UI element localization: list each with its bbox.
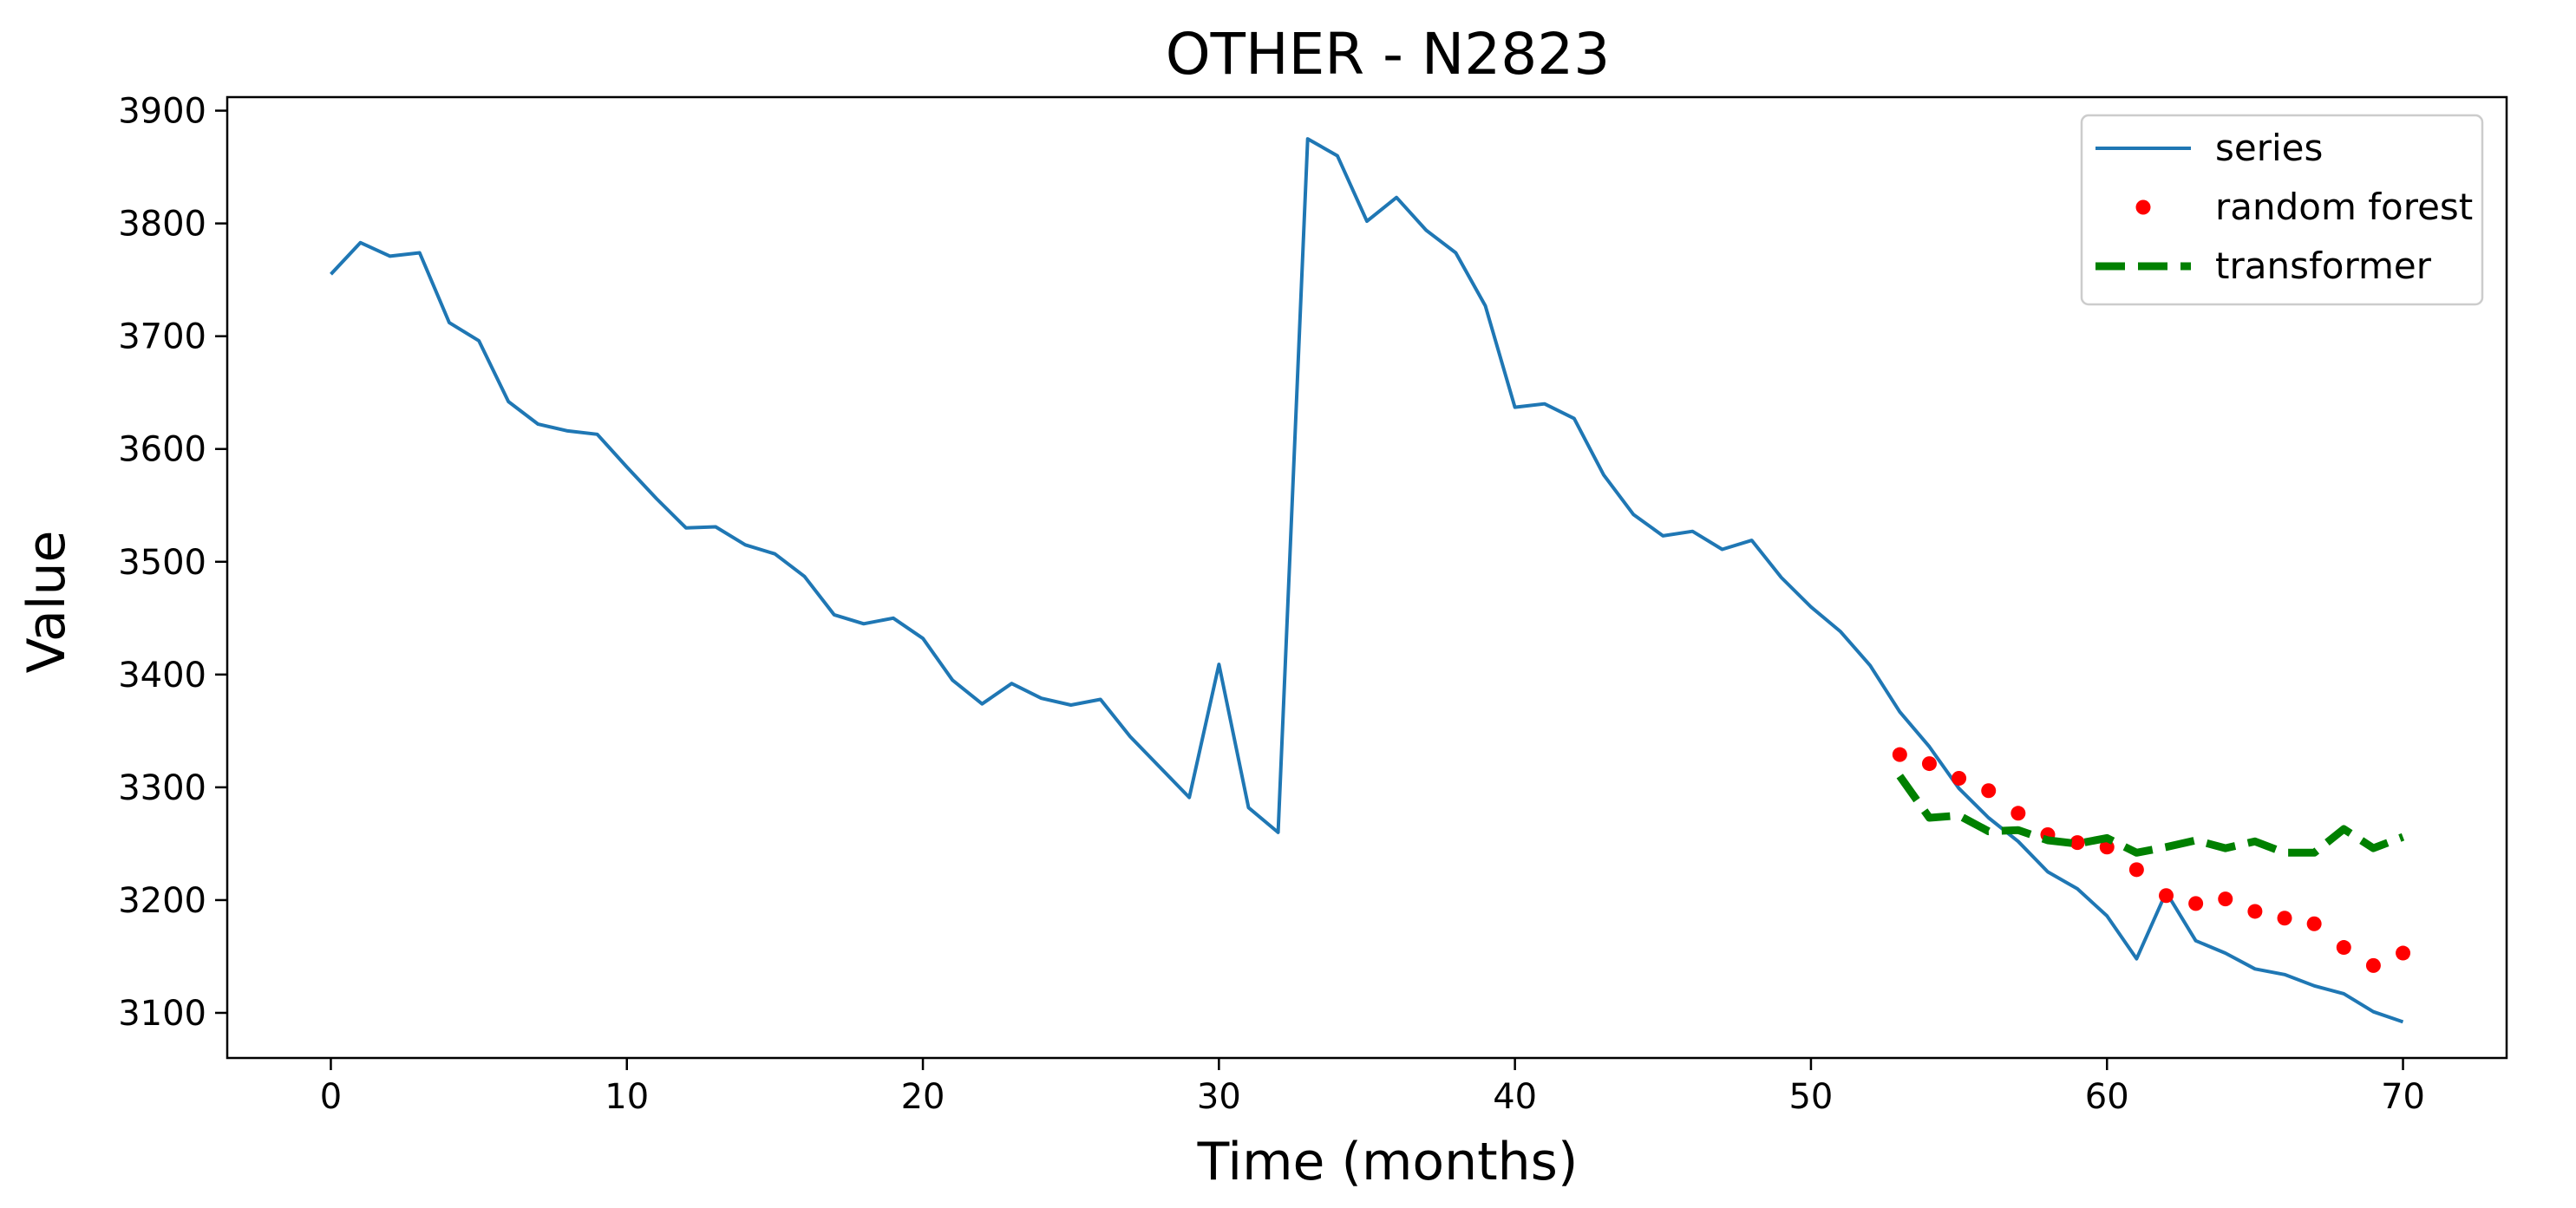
legend-box: [2080, 114, 2484, 306]
random-forest-point: [2277, 911, 2292, 926]
x-tick-label: 10: [605, 1077, 649, 1117]
y-tick-label: 3400: [118, 656, 206, 695]
plot-area: 0 10 20 30 40 50 60 70 3100 3200 3300 3400 3500 3600 3…: [118, 92, 2508, 1117]
series-line: [330, 137, 2404, 1024]
x-tick-label: 50: [1788, 1077, 1833, 1117]
x-tick-label: 40: [1493, 1077, 1537, 1117]
random-forest-point: [1921, 756, 1937, 772]
random-forest-point: [2218, 891, 2233, 907]
y-tick-label: 3100: [118, 994, 206, 1034]
x-tick-label: 30: [1197, 1077, 1241, 1117]
random-forest-point: [2396, 945, 2411, 961]
x-axis-title: Time (months): [1197, 1132, 1579, 1192]
y-tick-label: 3700: [118, 317, 206, 357]
y-tick-label: 3200: [118, 881, 206, 921]
legend-label-series: series: [2215, 127, 2323, 169]
y-axis-title: Value: [16, 531, 77, 674]
random-forest-point: [2336, 940, 2351, 956]
random-forest-point: [1952, 770, 1967, 786]
random-forest-point: [2159, 888, 2174, 904]
random-forest-point: [1892, 747, 1907, 762]
random-forest-point: [2069, 835, 2085, 851]
random-forest-point: [1981, 783, 1997, 799]
random-forest-point: [2306, 916, 2322, 931]
transformer-line: [1896, 774, 2405, 857]
x-tick-label: 20: [901, 1077, 945, 1117]
legend-label-transformer: transformer: [2215, 245, 2432, 287]
plot-frame: [226, 95, 2508, 1060]
legend-label-random-forest: random forest: [2215, 186, 2473, 228]
y-tick-label: 3500: [118, 543, 206, 583]
legend-swatch-random-forest: [2135, 199, 2151, 215]
y-tick-label: 3600: [118, 430, 206, 470]
random-forest-point: [2128, 862, 2144, 878]
chart-title: OTHER - N2823: [1166, 21, 1611, 88]
random-forest-point: [2188, 896, 2204, 911]
legend: series random forest transformer: [2080, 114, 2484, 306]
y-tick-label: 3900: [118, 92, 206, 132]
x-tick-label: 0: [320, 1077, 342, 1117]
x-tick-label: 60: [2085, 1077, 2129, 1117]
x-tick-label: 70: [2381, 1077, 2425, 1117]
y-tick-label: 3800: [118, 205, 206, 245]
random-forest-point: [2010, 806, 2026, 821]
random-forest-point: [2365, 957, 2381, 973]
y-tick-label: 3300: [118, 768, 206, 808]
random-forest-point: [2247, 904, 2263, 919]
